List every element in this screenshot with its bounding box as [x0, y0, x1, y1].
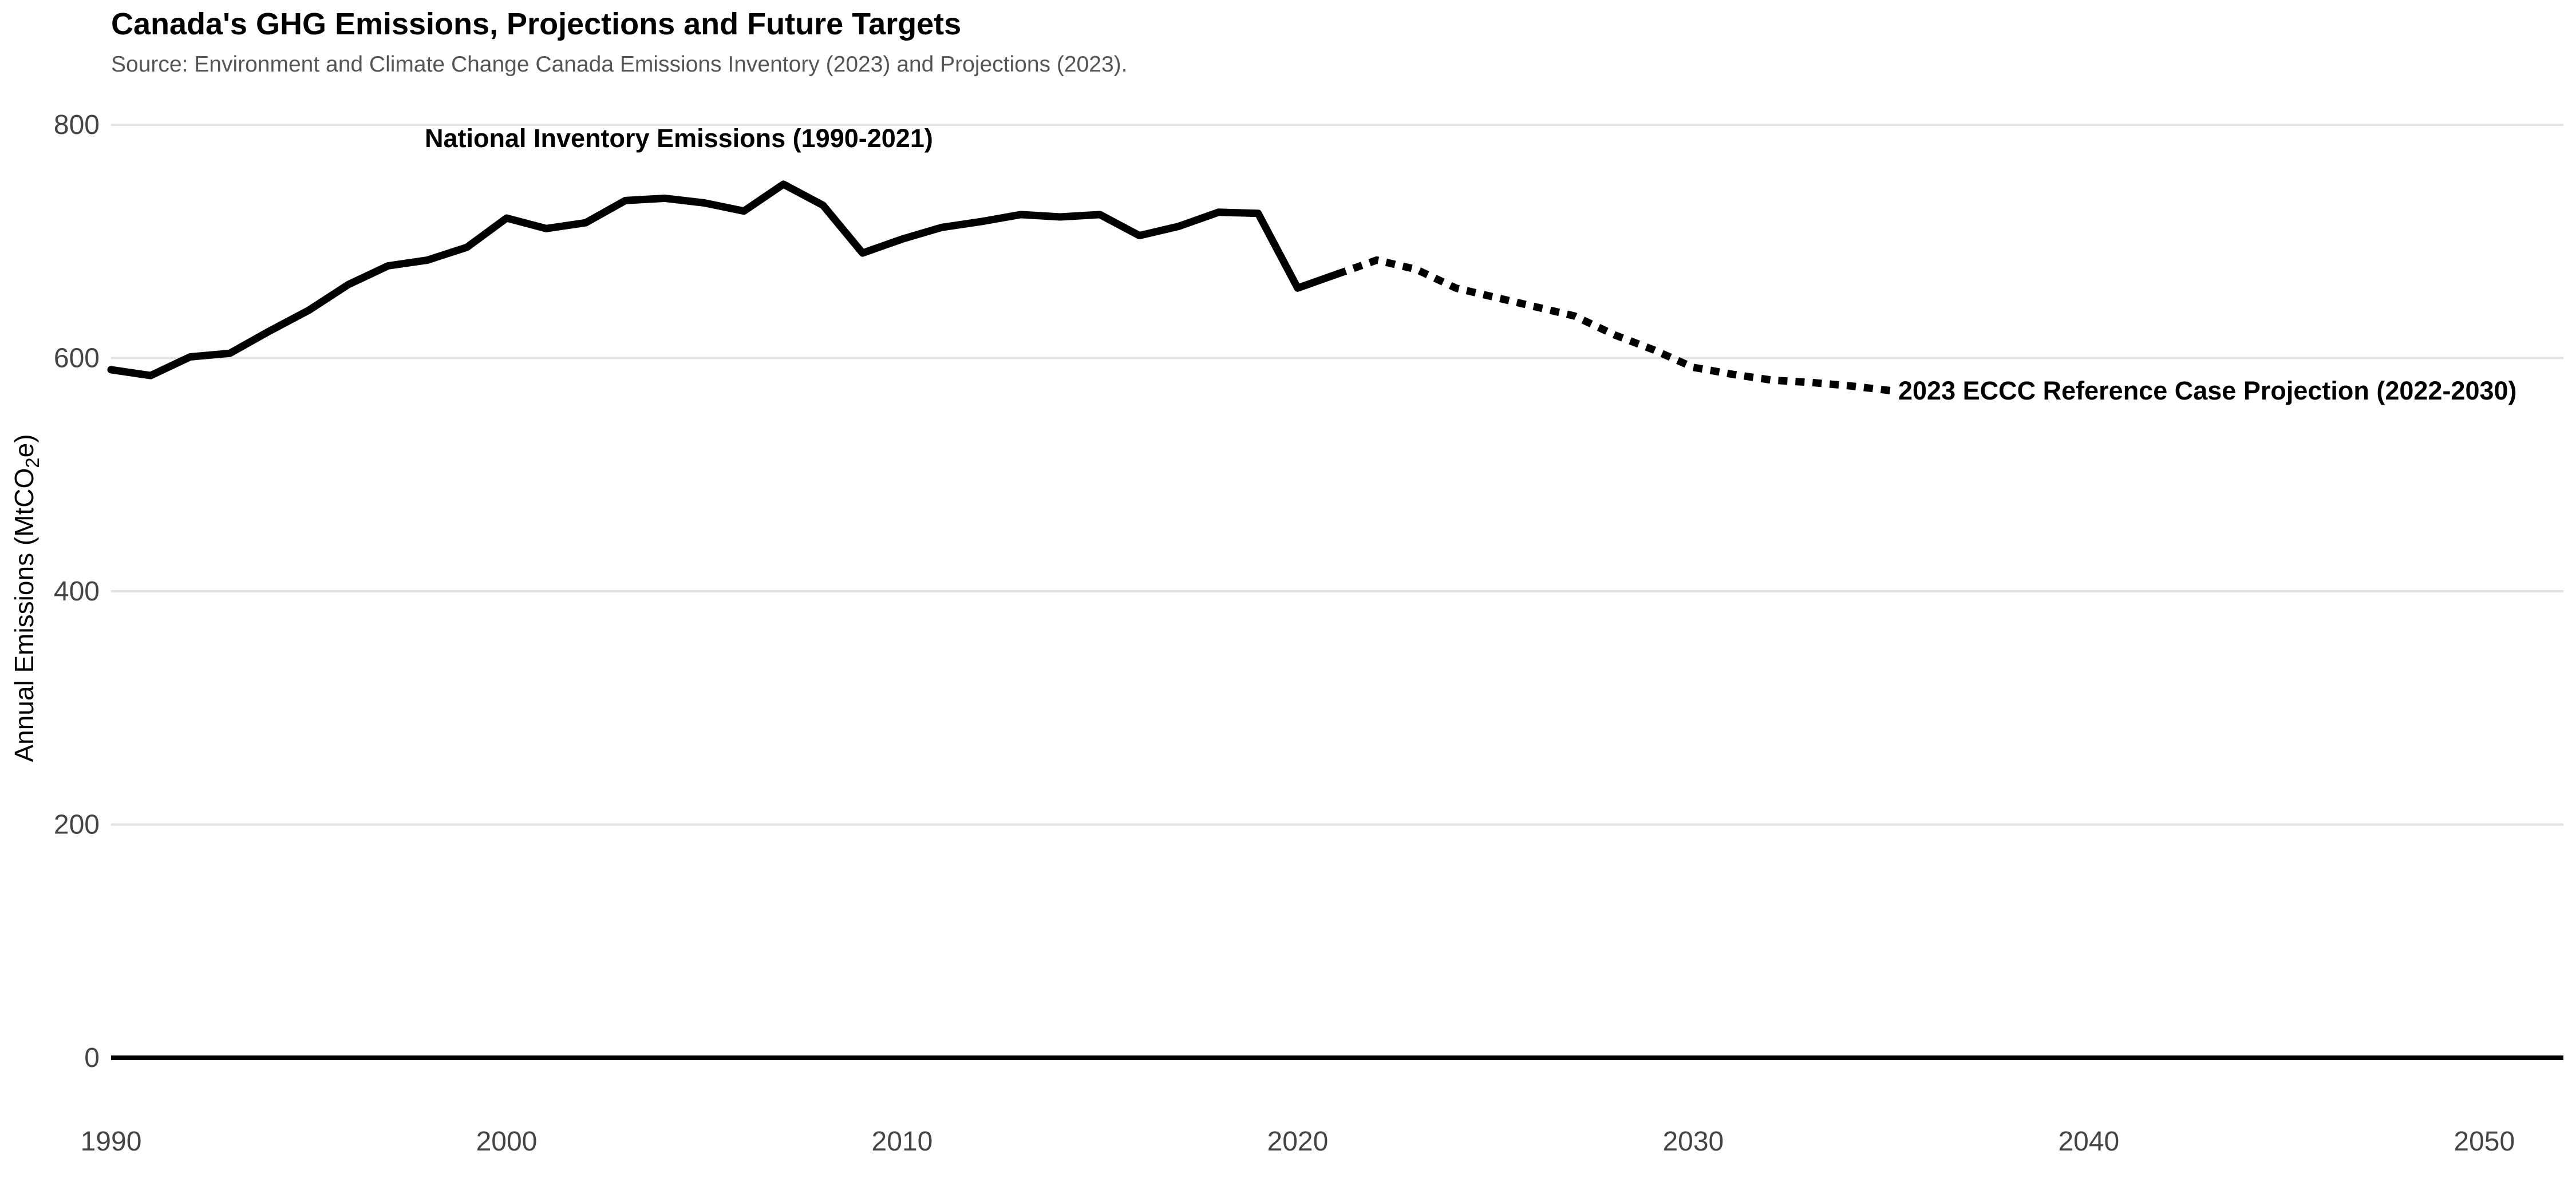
- y-axis-title: Annual Emissions (MtCO2e): [9, 434, 43, 762]
- projection-series-label: 2023 ECCC Reference Case Projection (202…: [1898, 376, 2517, 405]
- x-tick-label: 2030: [1662, 1126, 1724, 1157]
- projection-line: [1336, 256, 1892, 394]
- chart-subtitle: Source: Environment and Climate Change C…: [111, 52, 1127, 77]
- inventory-line: [107, 180, 1341, 379]
- x-axis-ticks: 1990 2000 2010 2020 2030 2040 2050: [81, 1126, 2515, 1157]
- y-tick-label: 600: [54, 343, 100, 374]
- series-annotations: National Inventory Emissions (1990-2021)…: [425, 124, 2517, 405]
- x-tick-label: 2020: [1267, 1126, 1329, 1157]
- inventory-series-label: National Inventory Emissions (1990-2021): [425, 124, 933, 153]
- x-tick-label: 2040: [2058, 1126, 2119, 1157]
- gridlines: [111, 124, 2563, 826]
- y-tick-label: 0: [84, 1043, 100, 1073]
- x-tick-label: 2010: [872, 1126, 933, 1157]
- series-lines: [107, 180, 1892, 394]
- chart-title: Canada's GHG Emissions, Projections and …: [111, 7, 961, 41]
- y-axis-ticks: 0 200 400 600 800: [54, 110, 100, 1073]
- x-tick-label: 2000: [476, 1126, 538, 1157]
- y-tick-label: 800: [54, 110, 100, 140]
- y-tick-label: 200: [54, 810, 100, 840]
- x-tick-label: 1990: [81, 1126, 142, 1157]
- y-tick-label: 400: [54, 576, 100, 607]
- x-tick-label: 2050: [2453, 1126, 2515, 1157]
